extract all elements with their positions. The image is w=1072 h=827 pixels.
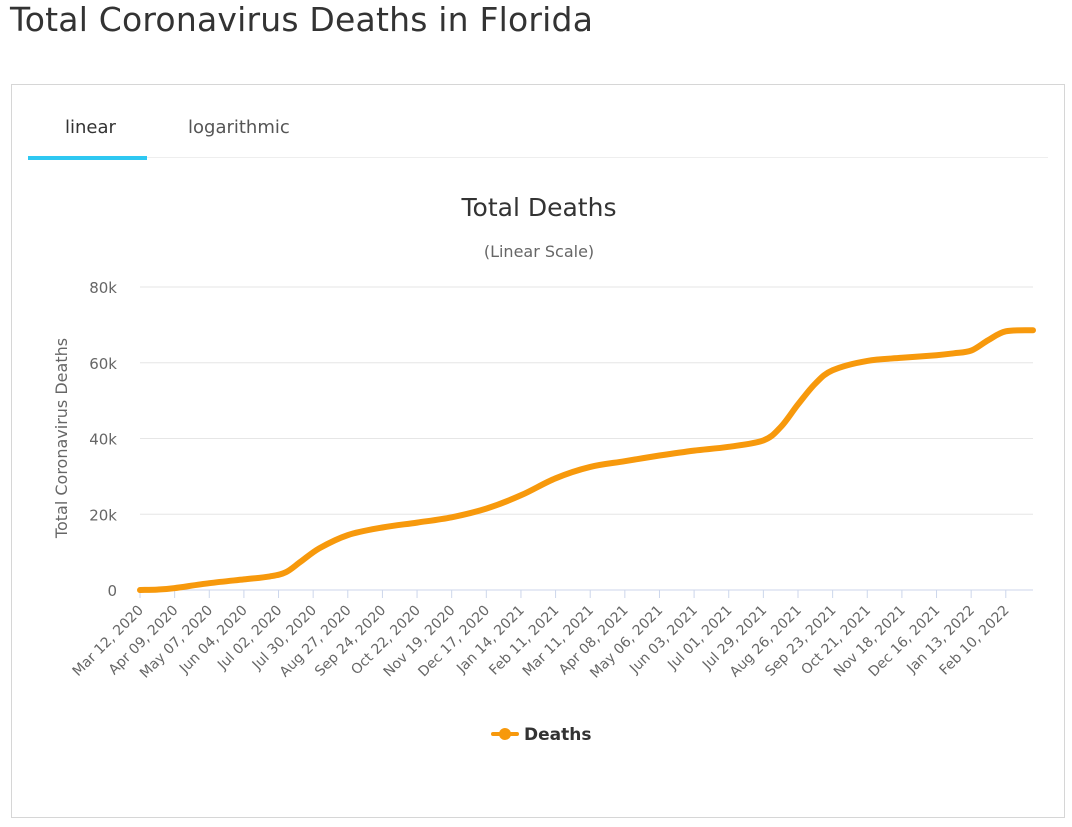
data-point[interactable] (267, 573, 273, 579)
y-axis-title: Total Coronavirus Deaths (52, 338, 71, 539)
chart-title: Total Deaths (461, 193, 617, 222)
data-point[interactable] (518, 492, 524, 498)
active-tab-indicator (28, 156, 147, 160)
data-point[interactable] (414, 520, 420, 526)
legend-label: Deaths (524, 725, 591, 745)
legend[interactable]: Deaths (491, 725, 591, 745)
data-point[interactable] (691, 448, 697, 454)
data-point[interactable] (483, 506, 489, 512)
y-tick-label: 60k (89, 355, 117, 373)
data-point[interactable] (622, 458, 628, 464)
data-point[interactable] (726, 444, 732, 450)
data-point[interactable] (553, 475, 559, 481)
data-point[interactable] (760, 437, 766, 443)
chart-subtitle: (Linear Scale) (484, 242, 594, 261)
data-point[interactable] (1030, 327, 1036, 333)
data-point[interactable] (345, 532, 351, 538)
data-point[interactable] (778, 424, 784, 430)
data-point[interactable] (795, 401, 801, 407)
data-point[interactable] (1003, 328, 1009, 334)
data-point[interactable] (587, 464, 593, 470)
data-point[interactable] (812, 381, 818, 387)
page-title: Total Coronavirus Deaths in Florida (10, 0, 594, 39)
y-tick-label: 0 (107, 582, 117, 600)
data-point[interactable] (154, 587, 160, 593)
y-tick-label: 20k (89, 506, 117, 524)
data-point[interactable] (864, 358, 870, 364)
data-point[interactable] (656, 453, 662, 459)
data-point[interactable] (283, 569, 289, 575)
data-point[interactable] (137, 587, 143, 593)
data-point[interactable] (172, 585, 178, 591)
data-point[interactable] (830, 367, 836, 373)
data-point[interactable] (206, 580, 212, 586)
chart-panel: linear logarithmic (11, 84, 1065, 818)
data-point[interactable] (899, 355, 905, 361)
tab-logarithmic[interactable]: logarithmic (188, 117, 290, 138)
y-tick-label: 40k (89, 431, 117, 449)
legend-marker-icon (499, 728, 511, 740)
data-point[interactable] (985, 337, 991, 343)
data-point[interactable] (934, 352, 940, 358)
scale-tabs: linear logarithmic (28, 85, 1048, 160)
data-point[interactable] (241, 576, 247, 582)
tab-linear[interactable]: linear (65, 117, 116, 138)
data-point[interactable] (316, 545, 322, 551)
data-point[interactable] (379, 525, 385, 531)
data-point[interactable] (951, 350, 957, 356)
y-tick-label: 80k (89, 279, 117, 297)
data-point[interactable] (449, 514, 455, 520)
series-line-deaths[interactable] (137, 327, 1036, 593)
data-point[interactable] (968, 348, 974, 354)
data-point[interactable] (298, 559, 304, 565)
